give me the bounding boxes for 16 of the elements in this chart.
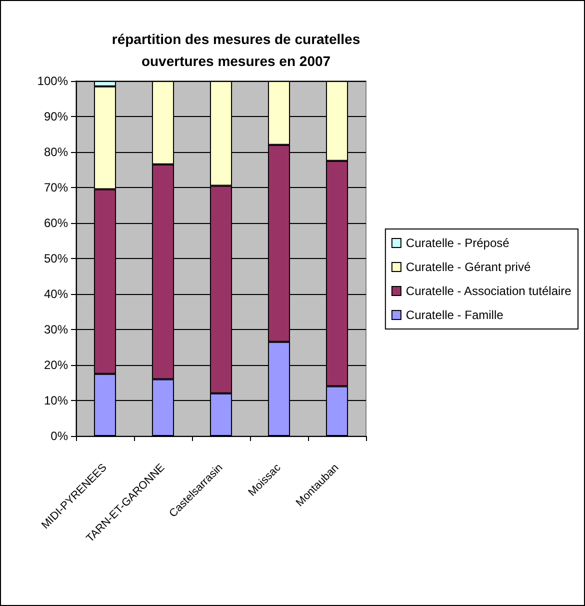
y-tick-label: 90%: [44, 110, 68, 124]
y-tick-label: 30%: [44, 322, 68, 336]
y-tick-label: 100%: [37, 74, 68, 88]
y-tick-label: 40%: [44, 287, 68, 301]
y-tick-label: 0%: [50, 429, 68, 443]
legend-label: Curatelle - Gérant privé: [406, 260, 531, 274]
y-tick-label: 80%: [44, 145, 68, 159]
y-tick-label: 20%: [44, 358, 68, 372]
y-tick-label: 50%: [44, 252, 68, 266]
y-tick-label: 70%: [44, 180, 68, 194]
legend-label: Curatelle - Famille: [406, 308, 504, 322]
y-tick-label: 60%: [44, 216, 68, 230]
y-tick-label: 10%: [44, 394, 68, 408]
legend-label: Curatelle - Association tutélaire: [406, 284, 572, 298]
legend-label: Curatelle - Préposé: [406, 236, 510, 250]
chart-title: répartition des mesures de curatelles ouvertures mesures en 2007: [112, 31, 360, 69]
